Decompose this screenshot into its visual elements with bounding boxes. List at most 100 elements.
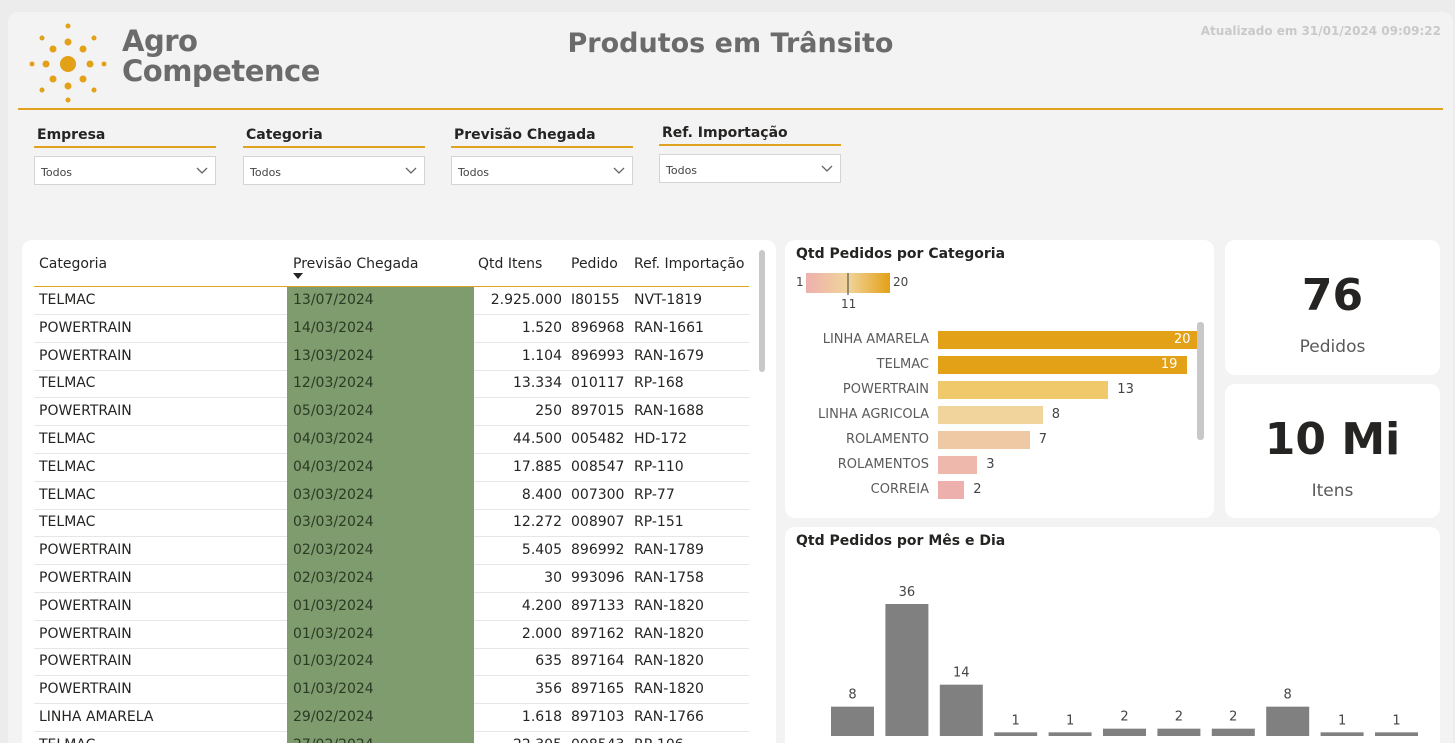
table-row[interactable]: POWERTRAIN 05/03/2024 250 897015 RAN-1688 (34, 398, 749, 427)
month-bar[interactable] (1375, 732, 1418, 736)
categoria-dropdown[interactable]: Todos (243, 156, 425, 185)
month-bar[interactable] (1048, 732, 1092, 736)
cell-qtd-itens: 5.405 (521, 542, 562, 559)
table-row[interactable]: TELMAC 13/07/2024 2.925.000 I80155 NVT-1819 (34, 287, 749, 315)
category-label: POWERTRAIN (842, 382, 929, 397)
cell-categoria: TELMAC (39, 514, 96, 531)
month-bar[interactable] (994, 732, 1038, 736)
chevron-down-icon (613, 167, 625, 174)
table-row[interactable]: POWERTRAIN 01/03/2024 356 897165 RAN-1820 (34, 676, 749, 705)
table-row[interactable]: POWERTRAIN 02/03/2024 30 993096 RAN-1758 (34, 565, 749, 593)
cell-ref-importacao: NVT-1819 (634, 292, 702, 308)
month-bar[interactable] (1103, 728, 1146, 736)
cell-qtd-itens: 30 (544, 570, 562, 586)
table-row[interactable]: TELMAC 04/03/2024 17.885 008547 RP-110 (34, 453, 749, 482)
category-value-label: 20 (1174, 332, 1191, 347)
cell-categoria: LINHA AMARELA (39, 709, 154, 725)
month-bar[interactable] (939, 684, 983, 736)
table-row[interactable]: POWERTRAIN 01/03/2024 4.200 897133 RAN-1820 (34, 592, 749, 621)
cell-ref-importacao: RP-151 (634, 514, 684, 531)
cell-previsao: 01/03/2024 (287, 620, 474, 649)
sun-logo-icon (29, 23, 107, 103)
cell-pedido: 897164 (571, 653, 625, 670)
ref-importacao-dropdown[interactable]: Todos (659, 154, 841, 183)
category-bar[interactable] (938, 456, 978, 474)
month-value-label: 36 (899, 585, 916, 600)
month-value-label: 1 (1338, 713, 1346, 728)
table-row[interactable]: TELMAC 03/03/2024 12.272 008907 RP-151 (34, 509, 749, 538)
category-bar[interactable] (938, 431, 1030, 449)
category-label: LINHA AGRICOLA (818, 407, 929, 422)
cell-pedido: 008547 (571, 458, 625, 475)
category-value-label: 7 (1038, 432, 1047, 447)
table-row[interactable]: POWERTRAIN 01/03/2024 635 897164 RAN-1820 (34, 648, 749, 677)
dropdown-value: Todos (250, 166, 282, 179)
cell-pedido: 896968 (571, 319, 625, 336)
cell-categoria: POWERTRAIN (39, 403, 132, 420)
sort-desc-icon (293, 273, 303, 279)
cell-previsao: 27/02/2024 (287, 731, 474, 743)
category-bar[interactable] (938, 331, 1200, 349)
table-row[interactable]: TELMAC 27/02/202422.305 008543 RP-106 (34, 731, 749, 743)
table-row[interactable]: TELMAC 04/03/2024 44.500 005482 HD-172 (34, 426, 749, 454)
cell-qtd-itens: 250 (535, 403, 562, 420)
color-scale-legend (806, 273, 890, 295)
slicer-categoria: Categoria Todos (243, 127, 425, 185)
category-bar[interactable] (938, 481, 965, 499)
previsao-dropdown[interactable]: Todos (451, 156, 633, 185)
month-bar[interactable] (885, 604, 929, 736)
table-row[interactable]: POWERTRAIN 14/03/2024 1.520 896968 RAN-1661 (34, 314, 749, 343)
slicer-label: Empresa (34, 127, 216, 148)
slicer-empresa: Empresa Todos (34, 127, 216, 185)
cell-previsao: 13/03/2024 (287, 342, 474, 371)
slicer-ref-importacao: Ref. Importação Todos (659, 125, 841, 183)
kpi-pedidos-label: Pedidos (1299, 337, 1366, 357)
header-divider (18, 108, 1443, 110)
dashboard-canvas: Agro Competence Produtos em Trânsito Atu… (8, 12, 1453, 743)
month-value-label: 1 (1066, 713, 1074, 728)
table-row[interactable]: TELMAC 03/03/2024 8.400 007300 RP-77 (34, 481, 749, 510)
col-header-ref-importacao[interactable]: Ref. Importação (634, 256, 745, 272)
header-underline (34, 286, 749, 287)
category-bar[interactable] (938, 381, 1109, 399)
chart-title: Qtd Pedidos por Categoria (796, 246, 1006, 262)
cell-qtd-itens: 1.618 (521, 709, 562, 725)
dropdown-value: Todos (41, 166, 73, 179)
kpi-itens-value: 10 Mi (1264, 414, 1401, 465)
category-bar[interactable] (938, 406, 1043, 424)
col-header-categoria[interactable]: Categoria (39, 256, 108, 272)
cell-previsao: 04/03/2024 (287, 453, 474, 482)
table-row[interactable]: POWERTRAIN 01/03/2024 2.000 897162 RAN-1820 (34, 620, 749, 649)
category-bars: LINHA AMARELA 20 TELMAC 19 POWERTRAIN 13 LINHA… (785, 240, 1214, 518)
cell-categoria: TELMAC (39, 458, 96, 475)
table-row[interactable]: TELMAC 12/03/2024 13.334 010117 RP-168 (34, 370, 749, 399)
category-value-label: 13 (1117, 382, 1134, 397)
table-row[interactable]: LINHA AMARELA 29/02/2024 1.618 897103 RAN-17… (34, 704, 749, 732)
month-bar[interactable] (831, 706, 874, 736)
cell-previsao: 03/03/2024 (287, 481, 474, 510)
cell-previsao: 03/03/2024 (287, 509, 474, 538)
month-bar[interactable] (1211, 728, 1255, 736)
chart-scrollbar[interactable] (1197, 322, 1204, 440)
month-bar[interactable] (1320, 732, 1364, 736)
empresa-dropdown[interactable]: Todos (34, 156, 216, 185)
month-value-label: 2 (1229, 710, 1237, 725)
col-header-pedido[interactable]: Pedido (571, 256, 618, 272)
col-header-previsao[interactable]: Previsão Chegada (293, 256, 419, 272)
month-bar[interactable] (1157, 728, 1201, 736)
cell-categoria: POWERTRAIN (39, 681, 132, 698)
cell-previsao: 29/02/2024 (287, 704, 474, 732)
table-row[interactable]: POWERTRAIN 02/03/2024 5.405 896992 RAN-1789 (34, 537, 749, 566)
legend-mid-label: 11 (841, 297, 857, 311)
cell-pedido: 010117 (571, 375, 625, 392)
cell-qtd-itens: 635 (535, 653, 562, 670)
month-bar[interactable] (1266, 706, 1310, 736)
col-header-qtd-itens[interactable]: Qtd Itens (478, 256, 543, 272)
category-value-label: 3 (986, 457, 995, 472)
table-scrollbar[interactable] (759, 250, 765, 372)
category-bar[interactable] (938, 356, 1187, 374)
cell-ref-importacao: RAN-1766 (634, 709, 704, 725)
cell-previsao: 13/07/2024 (287, 287, 474, 315)
cell-pedido: 897165 (571, 681, 625, 698)
table-row[interactable]: POWERTRAIN 13/03/2024 1.104 896993 RAN-1679 (34, 342, 749, 371)
